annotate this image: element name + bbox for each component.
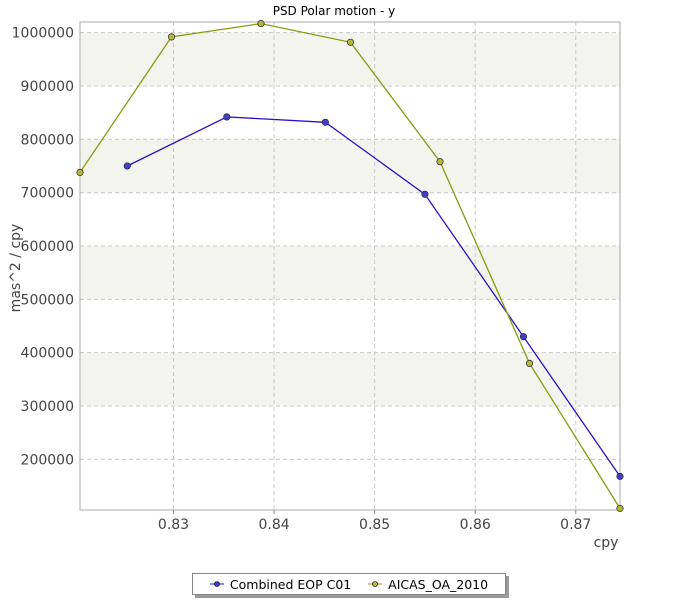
plot-area-frame [79,21,621,511]
y-tick-label: 500000 [21,292,74,308]
data-point [76,168,84,176]
x-tick-label: 0.87 [560,517,591,533]
x-tick-label: 0.85 [359,517,390,533]
x-axis-label: cpy [594,535,619,551]
background-band [80,139,620,193]
y-tick-label: 200000 [21,452,74,468]
x-tick-label: 0.83 [158,517,189,533]
legend-item-series-1: Combined EOP C01 [209,576,352,592]
y-axis-label: mas^2 / cpy [8,224,24,313]
plot-background-bands [80,22,620,510]
series-1 [123,113,624,480]
y-tick-label: 400000 [21,346,74,362]
y-tick-label: 800000 [21,132,74,148]
gridlines [80,22,620,510]
data-point [223,113,231,121]
data-point [346,38,355,46]
chart-title: PSD Polar motion - y [273,4,396,18]
legend-label-series-2: AICAS_OA_2010 [388,576,489,592]
data-point [616,472,624,480]
y-tick-label: 1000000 [12,26,74,42]
series-2 [76,20,624,512]
x-tick-label: 0.84 [258,517,289,533]
x-axis-ticks: 0.83 0.84 0.85 0.86 0.87 [158,510,591,533]
y-tick-label: 300000 [21,399,74,415]
data-point [436,158,444,166]
legend-label-series-1: Combined EOP C01 [229,576,352,592]
data-point [123,162,131,170]
legend-item-series-2: AICAS_OA_2010 [368,577,488,592]
y-tick-label: 700000 [21,186,74,202]
series-line-1 [127,116,621,477]
data-point [525,359,534,367]
y-tick-label: 900000 [21,79,74,95]
legend-swatch-series-2 [368,581,383,587]
legend: Combined EOP C01 AICAS_OA_2010 [192,573,506,595]
legend-swatch-series-1 [209,581,224,587]
y-axis-ticks: 200000 300000 400000 500000 600000 700000 8000… [12,26,74,469]
data-point [519,333,528,341]
series-layer [76,20,624,512]
data-point [257,20,265,28]
data-point [616,504,624,512]
data-point [167,33,176,41]
data-point [321,118,329,126]
data-point [421,190,429,198]
background-band [80,246,620,300]
y-tick-label: 600000 [21,239,74,255]
x-tick-label: 0.86 [460,517,491,533]
